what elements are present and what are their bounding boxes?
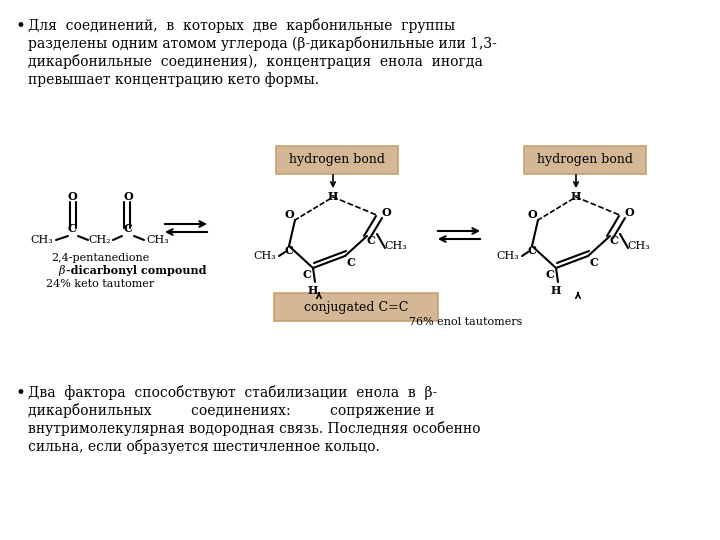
Text: Два  фактора  способствуют  стабилизации  енола  в  β-: Два фактора способствуют стабилизации ен…: [28, 385, 437, 400]
FancyBboxPatch shape: [524, 146, 646, 174]
Text: разделены одним атомом углерода (β-дикарбонильные или 1,3-: разделены одним атомом углерода (β-дикар…: [28, 36, 497, 51]
Text: H: H: [571, 192, 581, 202]
Text: 24% keto tautomer: 24% keto tautomer: [46, 279, 154, 289]
Text: O: O: [67, 191, 77, 201]
Text: H: H: [551, 285, 561, 295]
Text: O: O: [381, 206, 391, 218]
Text: C: C: [124, 222, 132, 233]
Text: CH₃: CH₃: [147, 235, 169, 245]
FancyBboxPatch shape: [274, 293, 438, 321]
Text: C: C: [610, 235, 618, 246]
Text: •: •: [15, 18, 25, 35]
Text: O: O: [284, 210, 294, 220]
Text: C: C: [528, 245, 536, 255]
Text: C: C: [546, 268, 554, 280]
Text: превышает концентрацию кето формы.: превышает концентрацию кето формы.: [28, 72, 319, 87]
Text: дикарбонильные  соединения),  концентрация  енола  иногда: дикарбонильные соединения), концентрация…: [28, 54, 483, 69]
Text: O: O: [527, 210, 537, 220]
Text: H: H: [308, 285, 318, 295]
Text: CH₃: CH₃: [497, 251, 519, 261]
Text: сильна, если образуется шестичленное кольцо.: сильна, если образуется шестичленное кол…: [28, 439, 379, 454]
Text: •: •: [15, 385, 25, 402]
Text: C: C: [302, 268, 312, 280]
Text: C: C: [68, 222, 76, 233]
Text: CH₂: CH₂: [89, 235, 112, 245]
Text: Для  соединений,  в  которых  две  карбонильные  группы: Для соединений, в которых две карбонильн…: [28, 18, 455, 33]
Text: conjugated C=C: conjugated C=C: [304, 300, 408, 314]
Text: C: C: [590, 256, 598, 267]
Text: hydrogen bond: hydrogen bond: [537, 153, 633, 166]
Text: CH₃: CH₃: [253, 251, 276, 261]
Text: CH₃: CH₃: [628, 241, 650, 251]
Text: -dicarbonyl compound: -dicarbonyl compound: [66, 266, 207, 276]
Text: H: H: [328, 192, 338, 202]
Text: O: O: [123, 191, 133, 201]
Text: 2,4-pentanedione: 2,4-pentanedione: [51, 253, 149, 263]
Text: β: β: [58, 266, 64, 276]
Text: 76% enol tautomers: 76% enol tautomers: [409, 317, 523, 327]
Text: C: C: [284, 245, 294, 255]
Text: CH₃: CH₃: [31, 235, 53, 245]
FancyBboxPatch shape: [276, 146, 398, 174]
Text: C: C: [346, 256, 356, 267]
Text: C: C: [366, 235, 375, 246]
Text: hydrogen bond: hydrogen bond: [289, 153, 385, 166]
Text: O: O: [624, 206, 634, 218]
Text: внутримолекулярная водородная связь. Последняя особенно: внутримолекулярная водородная связь. Пос…: [28, 421, 480, 436]
Text: CH₃: CH₃: [384, 241, 408, 251]
Text: дикарбонильных         соединениях:         сопряжение и: дикарбонильных соединениях: сопряжение и: [28, 403, 434, 418]
